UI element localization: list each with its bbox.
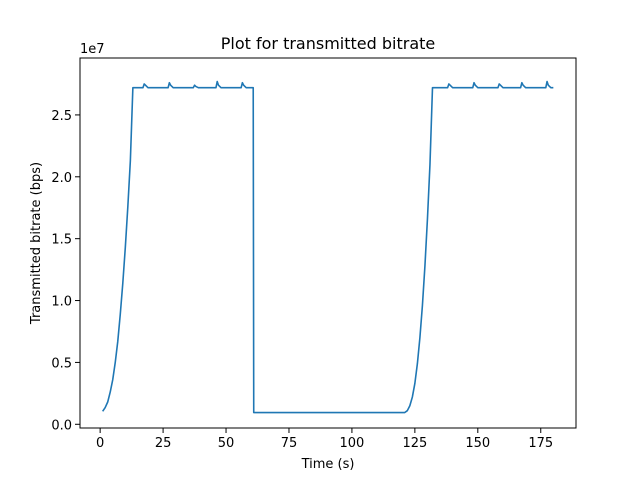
axes-ticks: 0 25 50 75 100 125 150 175 0.0 0.5 1.0 1.5 2.0 2.5	[51, 109, 553, 451]
y-tick-label: 1.5	[51, 233, 72, 248]
y-tick-label: 0.5	[51, 356, 72, 371]
x-axis-label: Time (s)	[301, 457, 355, 472]
chart-title: Plot for transmitted bitrate	[221, 34, 436, 53]
x-tick-label: 25	[155, 436, 172, 451]
axes-frame	[79, 57, 577, 429]
y-tick-label: 2.0	[51, 171, 72, 186]
x-tick-label: 175	[528, 436, 553, 451]
x-tick-label: 150	[465, 436, 490, 451]
series-layer	[101, 80, 554, 414]
y-offset-label: 1e7	[80, 42, 105, 57]
series-line	[101, 80, 554, 414]
x-tick-label: 50	[218, 436, 235, 451]
y-tick-label: 2.5	[51, 109, 72, 124]
y-tick-label: 0.0	[51, 418, 72, 433]
y-tick-label: 1.0	[51, 295, 72, 310]
x-tick-label: 0	[96, 436, 104, 451]
x-tick-label: 125	[402, 436, 427, 451]
x-tick-label: 75	[281, 436, 298, 451]
x-tick-label: 100	[340, 436, 365, 451]
y-axis-label: Transmitted bitrate (bps)	[29, 162, 44, 325]
